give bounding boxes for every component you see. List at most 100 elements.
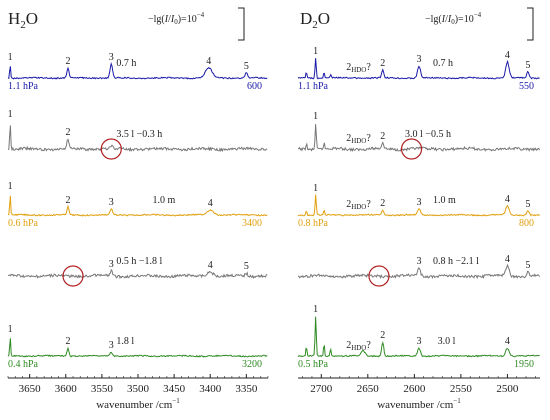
peak-label: 1 [8,324,13,335]
hdo-sub: HDO [351,137,366,145]
peak-label: 1 [8,181,13,192]
scale-suffix: )=10 [178,14,197,25]
scale-i0-sub: 0 [451,18,455,26]
spectrum-trace [7,338,268,358]
x-tick-label: 2500 [496,383,519,395]
scale-prefix: −lg( [425,14,442,25]
condition-annotation: 1.0 m [433,195,456,206]
x-axis-title-main: wavenumber /cm [377,399,453,411]
scale-suffix: )=10 [455,14,474,25]
hdo-q: ? [366,133,371,144]
peak-label: 2 [65,127,70,138]
title-tail: O [26,9,38,28]
panel-title: H2O [8,9,38,31]
scale-factor-label: 3200 [242,359,262,370]
hdo-label: 2HDO? [346,62,371,74]
spectrum-3: 1 2 3 4 1.0 m 0.6 hPa 3400 [8,181,268,229]
x-axis-title-main: wavenumber /cm [96,399,172,411]
peak-label: 2 [380,131,385,142]
pressure-label: 1.1 hPa [8,81,39,92]
hdo-label: 2HDO? [346,133,371,145]
peak-label: 2 [65,56,70,67]
peak-label: 3 [109,259,114,270]
peak-label: 5 [525,260,530,271]
title-subscript: 2 [312,19,318,31]
highlight-circle [62,265,84,287]
peak-label: 3 [109,52,114,63]
condition-annotation: 0.7 h [116,58,136,69]
title-tail: O [318,9,330,28]
scale-i0-sub: 0 [174,18,178,26]
condition-annotation: 3.0 l [438,336,456,347]
peak-label: 2 [65,195,70,206]
x-tick-label: 2650 [357,383,380,395]
hdo-q: ? [366,62,371,73]
scale-i0: I [170,14,175,25]
peak-label: 4 [208,198,213,209]
spectrum-trace [297,124,541,153]
pressure-label: 0.4 hPa [8,359,39,370]
scale-exp: −4 [474,11,482,19]
peak-label: 1 [313,46,318,57]
peak-label: 1 [313,304,318,315]
peak-label: 5 [525,60,530,71]
peak-label: 4 [505,194,510,205]
hdo-main: 2 [346,133,351,144]
hdo-q: ? [366,199,371,210]
x-tick-label: 3450 [163,383,186,395]
hdo-label: 2HDO? [346,340,371,352]
peak-label: 3 [417,336,422,347]
title-main: D [300,9,312,28]
condition-annotation: 3.5 l −0.3 h [116,129,162,140]
hdo-sub: HDO [351,66,366,74]
highlight-circle [368,265,390,287]
peak-label: 4 [505,254,510,265]
pressure-label: 0.5 hPa [298,359,329,370]
condition-annotation: 0.5 h −1.8 l [116,256,162,267]
x-tick-label: 3550 [91,383,114,395]
peak-label: 3 [109,197,114,208]
scale-bar [238,7,245,41]
hdo-main: 2 [346,340,351,351]
peak-label: 2 [380,58,385,69]
condition-annotation: 0.7 h [433,58,453,69]
peak-label: 3 [109,340,114,351]
title-main: H [8,9,20,28]
x-tick-label: 3400 [199,383,222,395]
scale-factor-label: 800 [519,218,534,229]
peak-label: 1 [8,109,13,120]
peak-label: 1 [313,183,318,194]
peak-label: 1 [313,111,318,122]
peak-label: 5 [525,199,530,210]
hdo-main: 2 [346,199,351,210]
spectrum-trace [297,194,540,217]
peak-label: 2 [380,330,385,341]
x-axis-title: wavenumber /cm−1 [96,397,180,411]
x-tick-label: 3500 [127,383,150,395]
peak-label: 3 [417,197,422,208]
peak-label: 5 [244,261,249,272]
scale-i0: I [447,14,452,25]
x-axis-title-exp: −1 [453,397,461,405]
highlight-circle [100,138,122,160]
spectrum-trace [7,62,268,80]
scale-factor-label: 550 [519,81,534,92]
hdo-q: ? [366,340,371,351]
highlight-circle [400,138,423,160]
x-tick-label: 3350 [235,383,258,395]
spectrum-trace [7,195,268,217]
x-axis-title-exp: −1 [172,397,180,405]
peak-label: 1 [8,52,13,63]
spectrum-1: 1 2 3 4 5 0.7 h 1.1 hPa 600 [8,52,268,92]
spectrum-trace [297,58,540,80]
condition-annotation: 0.8 h −2.1 l [433,256,479,267]
peak-label: 2 [65,336,70,347]
scale-factor-label: 600 [247,81,262,92]
scale-bar [527,7,534,41]
peak-label: 2 [380,198,385,209]
